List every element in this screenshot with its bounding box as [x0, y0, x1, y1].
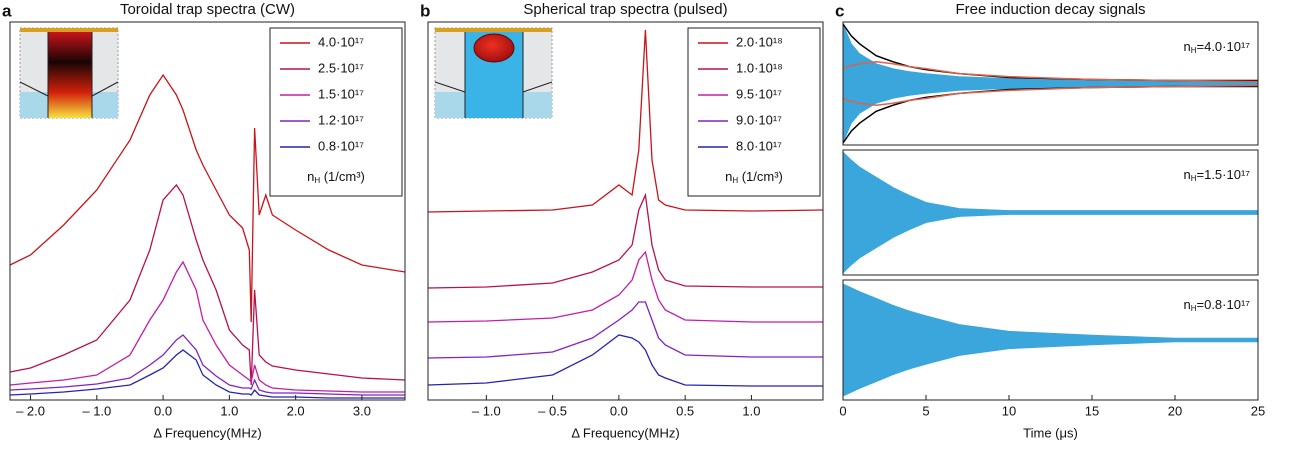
spectrum-line: [427, 301, 823, 359]
x-axis-label: Time (μs): [1023, 425, 1078, 440]
inset-spherical: [434, 27, 553, 119]
x-axis-label: Δ Frequency(MHz): [571, 425, 679, 440]
spectrum-line: [9, 73, 406, 323]
spectrum-line: [427, 29, 824, 213]
spectrum-line: [9, 349, 405, 399]
sub-label-main: n: [307, 169, 314, 184]
plot-frame: [427, 21, 824, 401]
x-tick-label: 0.0: [154, 403, 172, 418]
sub-label-sub: H: [1191, 174, 1197, 183]
spectrum-line: [9, 260, 405, 393]
spectrum-line: [427, 192, 823, 289]
inset-toroidal: [19, 27, 119, 119]
legend-label: 8.0·10¹⁷: [736, 138, 782, 153]
panel-letter: b: [420, 1, 430, 20]
sub-label-main: n: [1183, 297, 1190, 312]
x-tick-label: 0: [839, 403, 846, 418]
sub-label: nH=1.5·10¹⁷: [1183, 167, 1250, 183]
x-tick-label: – 2.0: [16, 403, 45, 418]
panel-title: Toroidal trap spectra (CW): [120, 1, 295, 18]
sub-label: nH=0.8·10¹⁷: [1183, 297, 1250, 313]
legend-label: 1.0·10¹⁸: [736, 60, 783, 75]
x-axis-label: Δ Frequency(MHz): [153, 425, 261, 440]
x-tick-label: – 1.0: [472, 403, 501, 418]
sub-label-suffix: (1/cm³): [320, 169, 365, 184]
sub-label-main: n: [725, 169, 732, 184]
x-tick-label: 3.0: [353, 403, 371, 418]
sub-label-suffix: =4.0·10¹⁷: [1197, 39, 1251, 54]
sub-label-sub: H: [732, 176, 738, 185]
legend-label: 4.0·10¹⁷: [318, 34, 364, 49]
legend-label: 9.0·10¹⁷: [736, 112, 782, 127]
x-tick-label: 1.0: [742, 403, 760, 418]
x-tick-label: 1.0: [220, 403, 238, 418]
fid-band: [842, 283, 1259, 341]
panel-letter: a: [2, 1, 12, 20]
sub-label: nH (1/cm³): [725, 169, 783, 185]
fid-band: [842, 339, 1259, 397]
sub-label: nH=4.0·10¹⁷: [1183, 39, 1250, 55]
plot-frame: [842, 279, 1259, 401]
sub-label-suffix: =1.5·10¹⁷: [1197, 167, 1251, 182]
sub-label-sub: H: [1191, 304, 1197, 313]
plot-frame: [9, 21, 406, 401]
legend-label: 9.5·10¹⁷: [736, 86, 782, 101]
x-tick-label: – 1.0: [82, 403, 111, 418]
spectrum-line: [9, 183, 406, 386]
legend-label: 1.5·10¹⁷: [318, 86, 364, 101]
fid-band: [842, 212, 1259, 274]
x-tick-label: 15: [1085, 403, 1099, 418]
legend-label: 1.2·10¹⁷: [318, 112, 364, 127]
sub-label-suffix: (1/cm³): [738, 169, 783, 184]
fid-band: [842, 151, 1259, 213]
panel-title: Free induction decay signals: [955, 1, 1145, 18]
sub-label: nH (1/cm³): [307, 169, 365, 185]
sub-label-main: n: [1183, 167, 1190, 182]
legend-label: 2.5·10¹⁷: [318, 60, 364, 75]
legend-label: 2.0·10¹⁸: [736, 34, 783, 49]
x-tick-label: 25: [1251, 403, 1265, 418]
plot-frame: [842, 149, 1259, 276]
sub-label-sub: H: [314, 176, 320, 185]
spectrum-line: [9, 334, 405, 396]
sub-label-suffix: =0.8·10¹⁷: [1197, 297, 1251, 312]
spectrum-line: [427, 250, 823, 323]
x-tick-label: 0.5: [676, 403, 694, 418]
sub-label-sub: H: [1191, 46, 1197, 55]
x-tick-label: 20: [1168, 403, 1182, 418]
plot-frame: [842, 21, 1259, 146]
fid-envelope: [842, 84, 1259, 107]
fid-band: [842, 83, 1259, 144]
legend-box: [269, 27, 403, 197]
sub-label-main: n: [1183, 39, 1190, 54]
panel-title: Spherical trap spectra (pulsed): [523, 1, 727, 18]
x-tick-label: 0.0: [610, 403, 628, 418]
spectrum-line: [427, 334, 823, 387]
x-tick-label: 2.0: [287, 403, 305, 418]
legend-label: 0.8·10¹⁷: [318, 138, 364, 153]
x-tick-label: 5: [922, 403, 929, 418]
x-tick-label: 10: [1002, 403, 1016, 418]
x-tick-label: – 0.5: [538, 403, 567, 418]
legend-box: [687, 27, 821, 197]
fid-envelope: [842, 60, 1259, 83]
panel-letter: c: [835, 1, 844, 20]
